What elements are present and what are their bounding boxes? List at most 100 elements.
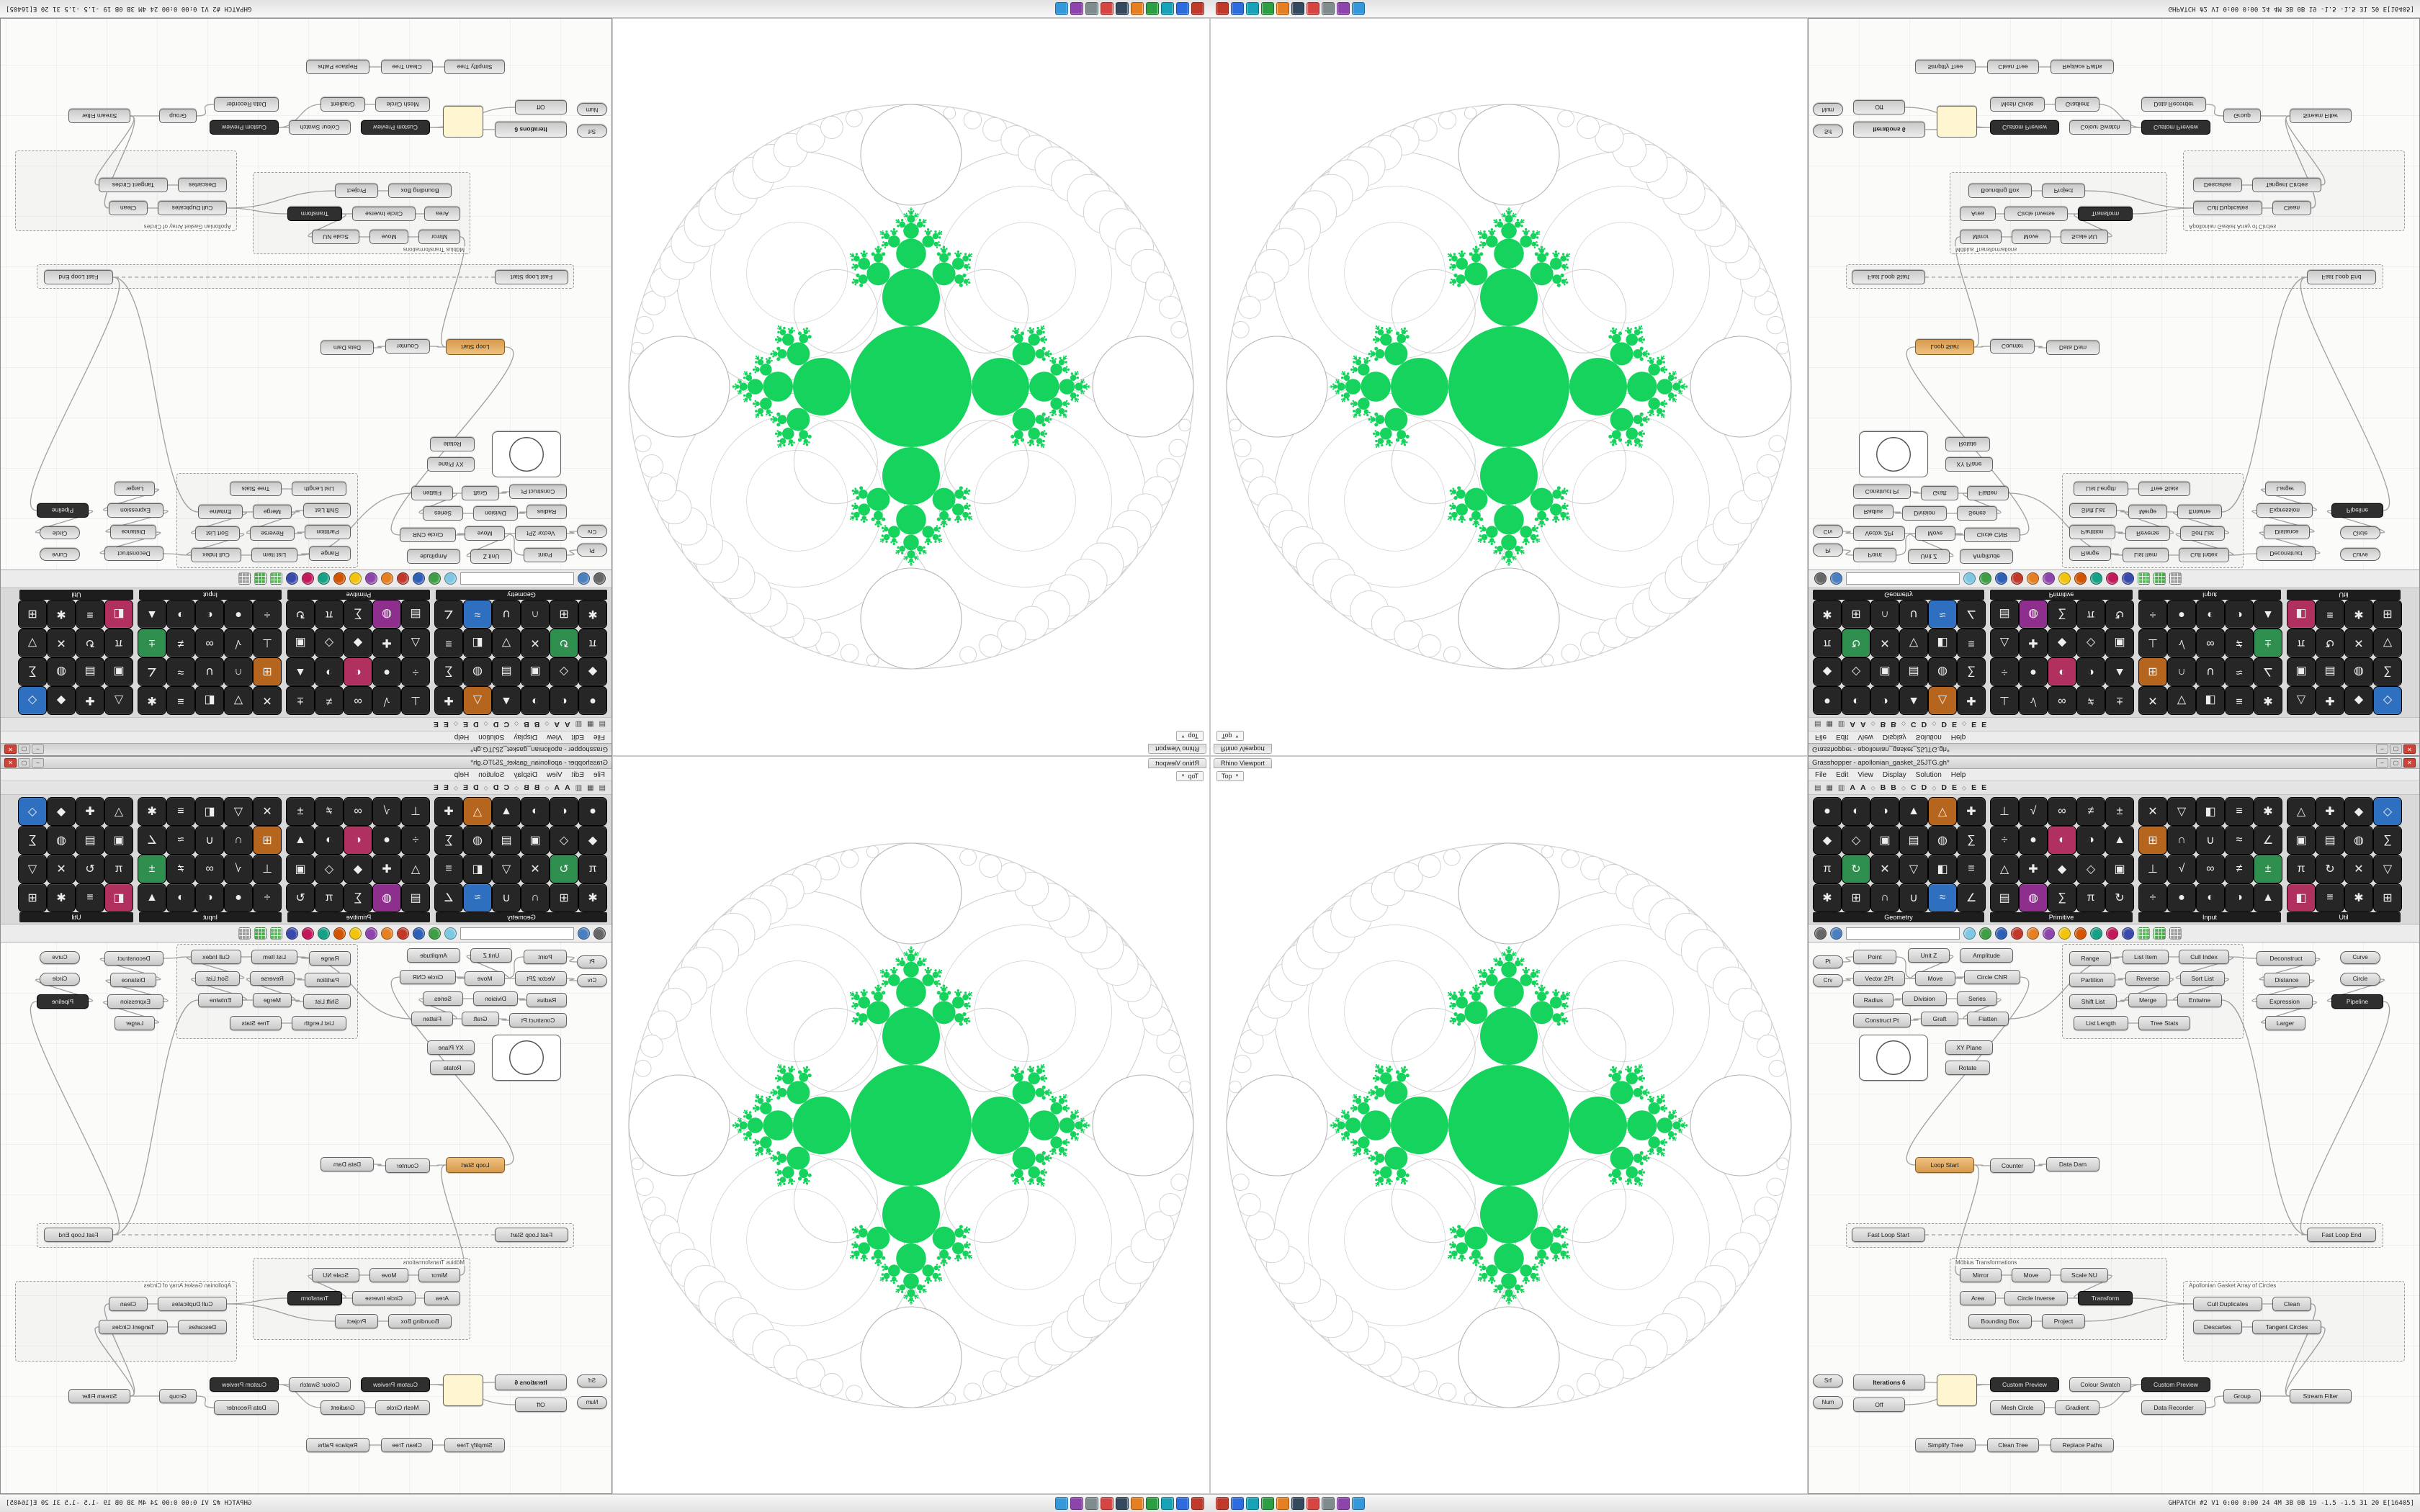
maximize-button[interactable]: ▢	[2390, 744, 2402, 755]
gh-node-project[interactable]: Project	[2042, 184, 2085, 198]
component-icon[interactable]: ∑	[1957, 826, 1986, 855]
gh-node-construct-pt[interactable]: Construct Pt	[1853, 485, 1911, 499]
document-icon[interactable]: ▥	[575, 720, 583, 729]
gh-node-scale-nu[interactable]: Scale NU	[2061, 1268, 2108, 1282]
component-icon[interactable]: ▲	[492, 797, 521, 826]
component-icon[interactable]: ⊞	[253, 657, 282, 686]
tray-teal-app-icon[interactable]	[1246, 1497, 1259, 1510]
component-icon[interactable]: ✚	[2019, 855, 2048, 883]
zoom-icon[interactable]	[444, 927, 457, 940]
component-icon[interactable]: ◐	[2048, 657, 2076, 686]
gh-node-graft[interactable]: Graft	[1921, 486, 1958, 500]
component-icon[interactable]: ↻	[76, 855, 104, 883]
component-icon[interactable]: ▲	[1899, 686, 1928, 715]
minimize-button[interactable]: –	[32, 757, 44, 768]
tray-red-app-icon[interactable]	[1191, 1497, 1204, 1510]
component-icon[interactable]: ✕	[1870, 855, 1899, 883]
target-icon[interactable]	[333, 927, 346, 940]
component-icon[interactable]: ✕	[1870, 629, 1899, 657]
component-icon[interactable]: ◇	[2373, 686, 2402, 715]
rhino-viewport[interactable]: Rhino Viewport Top ▼	[612, 756, 1210, 1494]
component-icon[interactable]: π	[578, 855, 607, 883]
component-icon[interactable]: ÷	[253, 883, 282, 912]
component-icon[interactable]: ∠	[1957, 600, 1986, 629]
component-icon[interactable]: ▣	[2287, 657, 2316, 686]
minimize-button[interactable]: –	[2376, 757, 2388, 768]
component-icon[interactable]: ◑	[1870, 686, 1899, 715]
tray-green-app-icon[interactable]	[1261, 2, 1274, 15]
component-icon[interactable]: ●	[2019, 826, 2048, 855]
zoom-icon[interactable]	[444, 572, 457, 585]
component-icon[interactable]: ◐	[2196, 600, 2225, 629]
menu-item-help[interactable]: Help	[1950, 770, 1966, 779]
component-icon[interactable]: ◇	[2076, 629, 2105, 657]
gh-node-reverse[interactable]: Reverse	[2125, 526, 2170, 541]
gh-node-sort-list[interactable]: Sort List	[195, 526, 240, 541]
component-icon[interactable]: ✱	[138, 686, 166, 715]
component-icon[interactable]: ÷	[1990, 657, 2019, 686]
ribbon-group-label[interactable]: Util	[2287, 912, 2401, 922]
canvas-search-input[interactable]	[460, 927, 574, 940]
component-icon[interactable]: ◆	[344, 629, 372, 657]
tray-navy-app-icon[interactable]	[1291, 1497, 1304, 1510]
gh-node-replace-paths[interactable]: Replace Paths	[306, 60, 369, 74]
gh-node-scale-nu[interactable]: Scale NU	[312, 230, 359, 244]
component-icon[interactable]: ✕	[2344, 855, 2373, 883]
gh-node-tree-stats[interactable]: Tree Stats	[230, 482, 282, 496]
gh-node-division[interactable]: Division	[1902, 991, 1947, 1006]
component-icon[interactable]: ▤	[492, 657, 521, 686]
cube-icon[interactable]	[2122, 927, 2134, 940]
component-icon[interactable]: △	[2287, 797, 2316, 826]
ball-red-icon[interactable]	[397, 927, 409, 940]
gh-node-iterations-6[interactable]: Iterations 6	[495, 122, 567, 138]
component-icon[interactable]: ◧	[463, 629, 492, 657]
gh-node-move[interactable]: Move	[2012, 230, 2051, 244]
component-icon[interactable]: ⊥	[1990, 686, 2019, 715]
component-icon[interactable]: ◐	[344, 657, 372, 686]
document-icon[interactable]: ▦	[1826, 720, 1833, 729]
component-icon[interactable]: ◆	[1813, 826, 1842, 855]
component-icon[interactable]: △	[463, 686, 492, 715]
gh-canvas[interactable]: Möbius Transformations Apollonian Gasket …	[1809, 942, 2419, 1493]
component-icon[interactable]: ≡	[166, 797, 195, 826]
gh-node-circle[interactable]: Circle	[40, 973, 80, 986]
component-icon[interactable]: ◐	[550, 686, 578, 715]
component-icon[interactable]: ✚	[76, 797, 104, 826]
gh-node-graft[interactable]: Graft	[462, 486, 499, 500]
component-icon[interactable]: ≠	[2225, 629, 2254, 657]
gh-node-pipeline[interactable]: Pipeline	[37, 503, 89, 518]
gh-node-series[interactable]: Series	[423, 506, 463, 521]
gh-node-colour-swatch[interactable]: Colour Swatch	[289, 120, 351, 135]
gh-node-curve[interactable]: Curve	[2340, 548, 2380, 561]
component-icon[interactable]: √	[2167, 629, 2196, 657]
component-icon[interactable]: ≈	[1928, 600, 1957, 629]
tray-blue-app-icon[interactable]	[1176, 1497, 1189, 1510]
maximize-button[interactable]: ▢	[18, 744, 30, 755]
gh-node-circle-cnr[interactable]: Circle CNR	[1964, 528, 2020, 542]
gh-node-tree-stats[interactable]: Tree Stats	[230, 1016, 282, 1030]
grid-green2-icon[interactable]	[254, 927, 266, 940]
gh-node-pt[interactable]: Pt	[577, 544, 607, 557]
component-icon[interactable]: ✕	[521, 855, 550, 883]
target-icon[interactable]	[2074, 572, 2087, 585]
gh-node-unit-z[interactable]: Unit Z	[1908, 549, 1950, 564]
component-icon[interactable]: ∑	[434, 826, 463, 855]
ribbon-tab-a-0[interactable]: A	[1850, 720, 1855, 729]
ribbon-tab-c-4[interactable]: C	[503, 783, 509, 792]
ribbon-tab-b-2[interactable]: B	[1880, 783, 1886, 792]
gh-node-unit-z[interactable]: Unit Z	[470, 948, 512, 963]
ribbon-tab-a-1[interactable]: A	[1860, 783, 1866, 792]
earth-icon[interactable]	[1995, 572, 2007, 585]
menu-item-view[interactable]: View	[1857, 733, 1873, 742]
gh-node-deconstruct[interactable]: Deconstruct	[104, 546, 163, 561]
ball-red-icon[interactable]	[2011, 927, 2023, 940]
component-icon[interactable]: ◍	[463, 826, 492, 855]
component-icon[interactable]: ∪	[195, 657, 224, 686]
gh-node-srf[interactable]: Srf	[1813, 125, 1843, 138]
tray-teal-app-icon[interactable]	[1161, 2, 1174, 15]
component-icon[interactable]: √	[2019, 686, 2048, 715]
component-icon[interactable]: ∞	[2196, 629, 2225, 657]
gh-node-expression[interactable]: Expression	[107, 503, 163, 518]
document-icon[interactable]: ▦	[587, 720, 594, 729]
layers-icon[interactable]	[2169, 572, 2182, 585]
